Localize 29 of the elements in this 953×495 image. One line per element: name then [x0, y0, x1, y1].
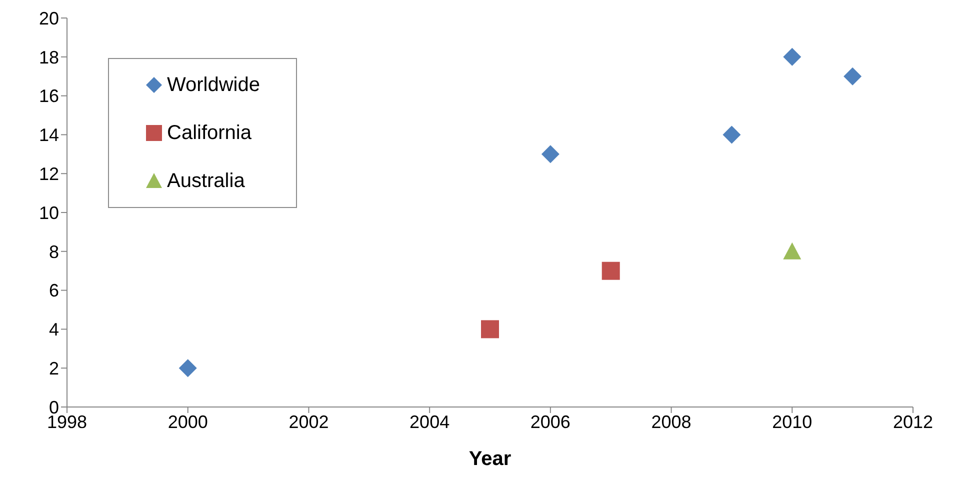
- x-tick-label: 2002: [288, 412, 329, 432]
- x-axis-title: Year: [468, 448, 512, 470]
- x-tick-label: 2004: [410, 412, 450, 432]
- legend-label: Australia: [167, 170, 245, 192]
- x-tick-label: 2012: [892, 412, 934, 432]
- point: [541, 145, 560, 164]
- y-tick-label: 6: [48, 280, 59, 301]
- y-tick-label: 4: [48, 320, 59, 340]
- y-tick-label: 10: [38, 202, 59, 223]
- x-tick-label: 2000: [168, 412, 208, 432]
- x-tick-label: 2008: [651, 412, 692, 432]
- y-tick-label: 14: [38, 125, 59, 146]
- y-tick-label: 12: [38, 164, 59, 184]
- point: [783, 242, 802, 260]
- legend-label: Worldwide: [167, 74, 260, 96]
- legend-label: California: [167, 122, 252, 144]
- y-tick-label: 2: [48, 358, 59, 378]
- y-tick-label: 8: [48, 242, 59, 262]
- point: [178, 359, 197, 378]
- point: [481, 320, 499, 338]
- point: [844, 67, 862, 86]
- point: [602, 262, 620, 280]
- y-tick-label: 16: [38, 86, 59, 106]
- y-tick-label: 18: [38, 47, 59, 68]
- point: [783, 48, 802, 66]
- y-tick-label: 20: [38, 8, 59, 28]
- point: [722, 126, 741, 144]
- x-tick-label: 2006: [530, 412, 570, 432]
- x-tick-label: 2010: [772, 412, 812, 432]
